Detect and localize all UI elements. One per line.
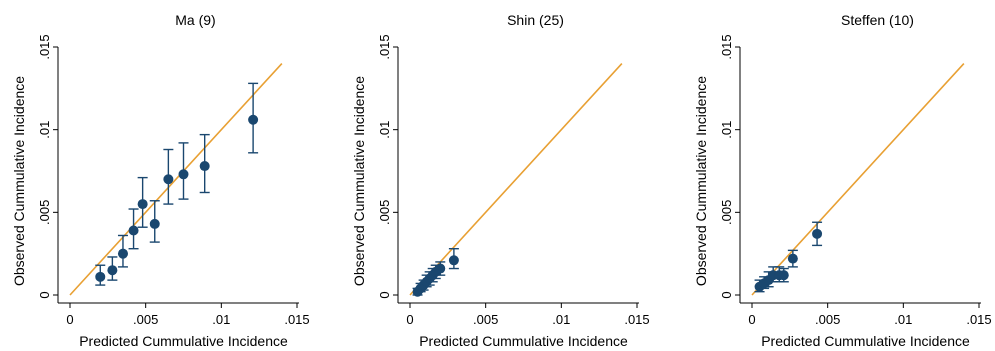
chart-title: Steffen (10) bbox=[841, 12, 914, 28]
data-point bbox=[199, 161, 210, 172]
y-axis-title: Observed Cummulative Incidence bbox=[11, 76, 27, 286]
data-point bbox=[248, 114, 259, 125]
reference-line bbox=[69, 62, 283, 296]
x-tick-label: .005 bbox=[473, 312, 498, 327]
data-point bbox=[163, 174, 174, 185]
x-tick-label: .005 bbox=[815, 312, 840, 327]
data-point bbox=[95, 271, 106, 282]
x-tick-label: .01 bbox=[212, 312, 230, 327]
chart-title: Ma (9) bbox=[175, 12, 215, 28]
data-point bbox=[178, 169, 189, 180]
y-tick-label: .01 bbox=[719, 121, 734, 139]
x-tick-label: 0 bbox=[748, 312, 755, 327]
panel-3: Steffen (10) 0 .005 .01 .015 0 .005 .01 .015 Pred… bbox=[693, 12, 992, 349]
y-tick-label: .005 bbox=[719, 200, 734, 225]
x-axis-title: Predicted Cummulative Incidence bbox=[761, 333, 970, 349]
y-tick-label: .005 bbox=[37, 200, 52, 225]
data-point bbox=[448, 255, 459, 266]
chart-title: Shin (25) bbox=[507, 12, 564, 28]
y-axis-title: Observed Cummulative Incidence bbox=[351, 76, 367, 286]
y-tick-label: .015 bbox=[37, 34, 52, 59]
y-tick-label: .01 bbox=[377, 121, 392, 139]
x-tick-label: .01 bbox=[552, 312, 570, 327]
x-tick-label: 0 bbox=[406, 312, 413, 327]
x-tick-label: .015 bbox=[966, 312, 991, 327]
data-point bbox=[149, 218, 160, 229]
x-tick-label: .015 bbox=[624, 312, 649, 327]
y-axis-title: Observed Cummulative Incidence bbox=[693, 76, 709, 286]
data-point bbox=[812, 228, 823, 239]
x-tick-label: .015 bbox=[284, 312, 309, 327]
y-tick-label: 0 bbox=[37, 291, 52, 298]
data-point bbox=[117, 248, 128, 259]
data-point bbox=[128, 225, 139, 236]
data-point bbox=[778, 270, 789, 281]
y-tick-label: .015 bbox=[377, 34, 392, 59]
reference-line bbox=[751, 62, 965, 296]
data-point bbox=[107, 265, 118, 276]
y-tick-label: .01 bbox=[37, 121, 52, 139]
x-axis-title: Predicted Cummulative Incidence bbox=[79, 333, 288, 349]
panel-2: Shin (25) 0 .005 .01 .015 0 .005 .01 .015 Predict… bbox=[351, 12, 650, 349]
x-tick-label: 0 bbox=[66, 312, 73, 327]
y-tick-label: 0 bbox=[377, 291, 392, 298]
y-tick-label: .005 bbox=[377, 200, 392, 225]
panel-1: Ma (9) 0 .005 .01 .015 0 .005 .01 .015 Predicted … bbox=[11, 12, 310, 349]
y-tick-label: 0 bbox=[719, 291, 734, 298]
data-point bbox=[435, 263, 446, 274]
x-axis-title: Predicted Cummulative Incidence bbox=[419, 333, 628, 349]
y-tick-label: .015 bbox=[719, 34, 734, 59]
data-point bbox=[137, 199, 148, 210]
reference-line bbox=[409, 62, 623, 296]
x-tick-label: .01 bbox=[894, 312, 912, 327]
chart-panels: Ma (9) 0 .005 .01 .015 0 .005 .01 .015 Predicted … bbox=[11, 12, 992, 349]
x-tick-label: .005 bbox=[133, 312, 158, 327]
data-point bbox=[787, 253, 798, 264]
